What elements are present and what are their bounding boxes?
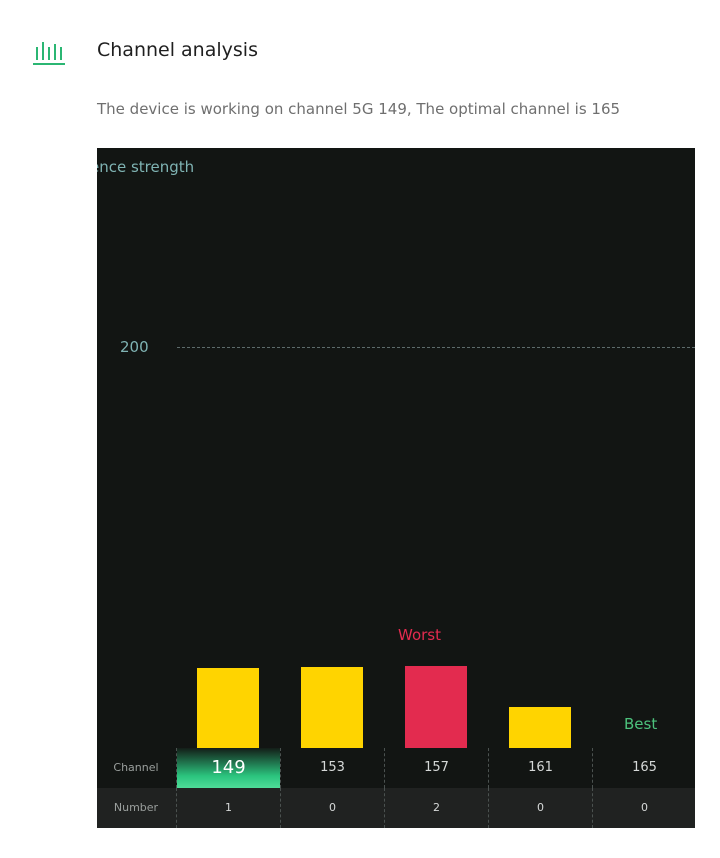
number-cell-157: 2 (433, 801, 440, 814)
column-divider (280, 788, 281, 828)
bar-153 (301, 667, 363, 748)
column-divider (592, 788, 593, 828)
column-divider (384, 748, 385, 788)
channel-row: Channel 149 153 157 161 165 (97, 748, 695, 788)
page-title: Channel analysis (97, 39, 258, 61)
y-tick-label: 200 (120, 338, 149, 356)
number-cell-149: 1 (225, 801, 232, 814)
column-divider (488, 788, 489, 828)
column-divider (488, 748, 489, 788)
channel-status-text: The device is working on channel 5G 149,… (97, 100, 621, 118)
column-divider (176, 788, 177, 828)
channel-cell-149[interactable]: 149 (177, 748, 280, 788)
number-row-label: Number (113, 801, 159, 814)
channel-cell-161[interactable]: 161 (528, 760, 553, 775)
channel-cell-157[interactable]: 157 (424, 760, 449, 775)
bar-chart-icon (33, 42, 65, 65)
bar-161 (509, 707, 571, 748)
number-row: Number 1 0 2 0 0 (97, 788, 695, 828)
channel-cell-165[interactable]: 165 (632, 760, 657, 775)
gridline-200 (177, 347, 695, 348)
worst-label: Worst (398, 626, 441, 644)
best-label: Best (624, 715, 658, 733)
number-cell-165: 0 (641, 801, 648, 814)
y-axis-label: ence strength (97, 158, 195, 176)
column-divider (384, 788, 385, 828)
channel-chart-panel: ence strength 200 Worst Best Channel 149… (97, 148, 695, 828)
channel-row-label: Channel (113, 761, 159, 774)
number-cell-153: 0 (329, 801, 336, 814)
bar-157 (405, 666, 467, 748)
column-divider (280, 748, 281, 788)
channel-cell-153[interactable]: 153 (320, 760, 345, 775)
number-cell-161: 0 (537, 801, 544, 814)
column-divider (176, 748, 177, 788)
bar-149 (197, 668, 259, 748)
column-divider (592, 748, 593, 788)
